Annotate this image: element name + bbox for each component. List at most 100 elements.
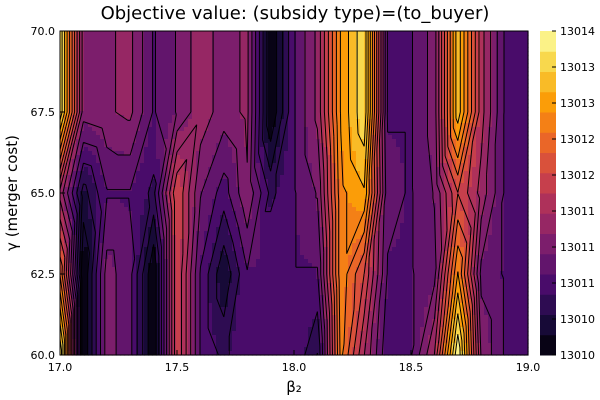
- contour-cell: [128, 39, 133, 44]
- contour-cell: [200, 135, 205, 140]
- contour-cell: [144, 163, 149, 168]
- contour-cell: [208, 119, 213, 124]
- contour-cell: [512, 183, 517, 188]
- contour-cell: [356, 191, 361, 196]
- contour-cell: [68, 63, 73, 68]
- contour-cell: [456, 71, 461, 76]
- contour-cell: [356, 139, 361, 144]
- contour-cell: [212, 51, 217, 56]
- contour-cell: [156, 51, 161, 56]
- contour-cell: [104, 187, 109, 192]
- contour-cell: [92, 31, 97, 36]
- contour-cell: [84, 119, 89, 124]
- contour-cell: [304, 99, 309, 104]
- contour-cell: [228, 179, 233, 184]
- contour-cell: [160, 179, 165, 184]
- contour-cell: [276, 71, 281, 76]
- contour-cell: [320, 111, 325, 116]
- contour-cell: [400, 171, 405, 176]
- contour-cell: [340, 187, 345, 192]
- contour-cell: [480, 31, 485, 36]
- contour-cell: [320, 43, 325, 48]
- contour-cell: [340, 71, 345, 76]
- contour-cell: [220, 67, 225, 72]
- contour-cell: [396, 179, 401, 184]
- contour-cell: [264, 195, 269, 200]
- contour-cell: [516, 191, 521, 196]
- contour-cell: [520, 83, 525, 88]
- contour-cell: [332, 95, 337, 100]
- contour-cell: [464, 187, 469, 192]
- contour-cell: [464, 75, 469, 80]
- contour-cell: [172, 191, 177, 196]
- contour-cell: [492, 143, 497, 148]
- contour-cell: [204, 51, 209, 56]
- contour-cell: [136, 99, 141, 104]
- contour-cell: [512, 175, 517, 180]
- contour-cell: [348, 167, 353, 172]
- contour-cell: [260, 55, 265, 60]
- contour-cell: [412, 107, 417, 112]
- contour-cell: [144, 195, 149, 200]
- contour-cell: [64, 79, 69, 84]
- contour-cell: [304, 39, 309, 44]
- contour-cell: [412, 151, 417, 156]
- contour-cell: [212, 91, 217, 96]
- contour-cell: [252, 119, 257, 124]
- contour-cell: [164, 43, 169, 48]
- contour-cell: [348, 107, 353, 112]
- contour-cell: [424, 139, 429, 144]
- contour-cell: [320, 59, 325, 64]
- contour-cell: [168, 131, 173, 136]
- contour-cell: [100, 87, 105, 92]
- contour-cell: [436, 175, 441, 180]
- contour-cell: [444, 127, 449, 132]
- contour-cell: [104, 31, 109, 36]
- contour-cell: [284, 95, 289, 100]
- contour-cell: [508, 39, 513, 44]
- contour-cell: [492, 155, 497, 160]
- contour-cell: [132, 163, 137, 168]
- contour-cell: [392, 171, 397, 176]
- contour-cell: [108, 107, 113, 112]
- contour-cell: [308, 87, 313, 92]
- contour-cell: [392, 111, 397, 116]
- contour-cell: [512, 99, 517, 104]
- contour-cell: [524, 111, 529, 116]
- contour-cell: [412, 43, 417, 48]
- contour-cell: [508, 159, 513, 164]
- contour-cell: [504, 39, 509, 44]
- contour-cell: [392, 119, 397, 124]
- contour-cell: [360, 75, 365, 80]
- contour-cell: [400, 151, 405, 156]
- contour-cell: [520, 171, 525, 176]
- contour-cell: [496, 111, 501, 116]
- contour-cell: [336, 107, 341, 112]
- contour-cell: [356, 43, 361, 48]
- contour-cell: [84, 67, 89, 72]
- contour-cell: [368, 187, 373, 192]
- contour-cell: [360, 159, 365, 164]
- contour-cell: [464, 91, 469, 96]
- contour-cell: [200, 79, 205, 84]
- contour-cell: [408, 171, 413, 176]
- contour-cell: [516, 187, 521, 192]
- contour-cell: [172, 111, 177, 116]
- contour-cell: [304, 171, 309, 176]
- contour-cell: [412, 163, 417, 168]
- contour-cell: [80, 135, 85, 140]
- contour-cell: [328, 175, 333, 180]
- contour-cell: [428, 39, 433, 44]
- contour-cell: [244, 103, 249, 108]
- contour-cell: [256, 163, 261, 168]
- contour-cell: [480, 179, 485, 184]
- contour-cell: [200, 151, 205, 156]
- contour-cell: [460, 187, 465, 192]
- contour-cell: [132, 155, 137, 160]
- contour-cell: [152, 47, 157, 52]
- contour-cell: [236, 123, 241, 128]
- contour-cell: [288, 67, 293, 72]
- contour-cell: [224, 79, 229, 84]
- contour-cell: [300, 151, 305, 156]
- contour-cell: [108, 139, 113, 144]
